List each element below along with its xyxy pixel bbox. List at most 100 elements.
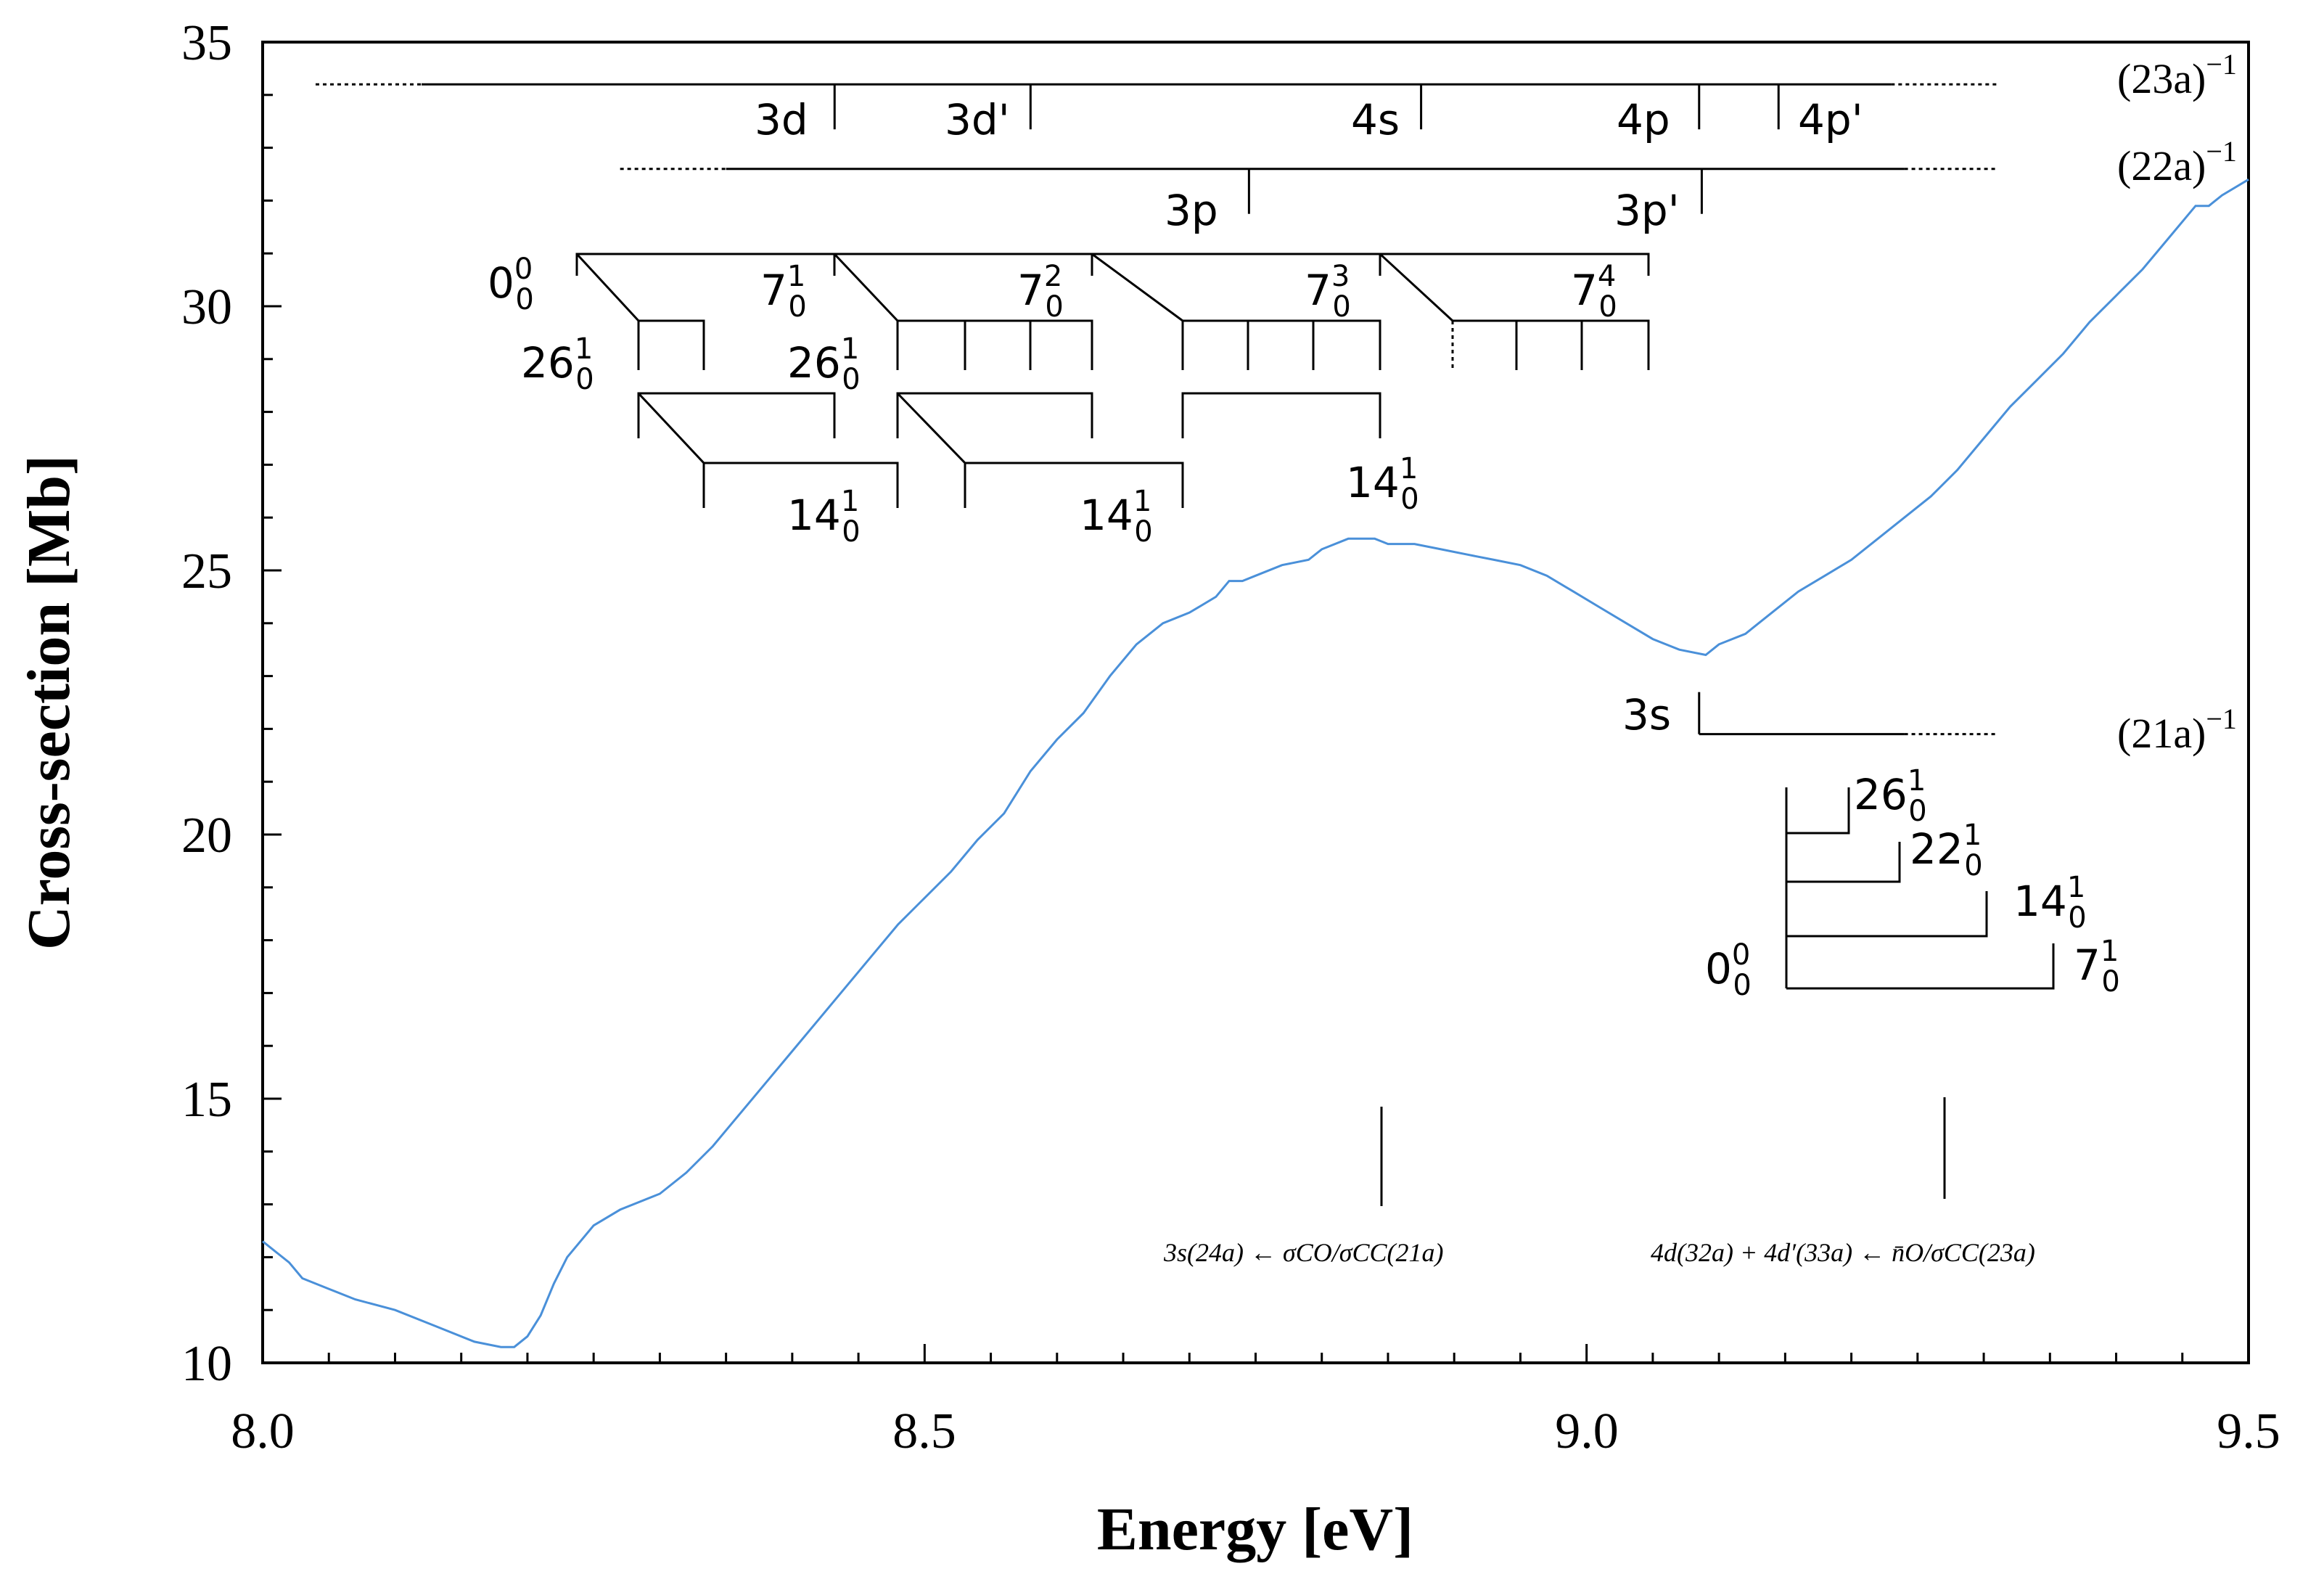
x-tick-label: 9.0	[1555, 1403, 1619, 1459]
vib-label-26-1-0: 261 0	[1854, 764, 1927, 828]
vib-sub: 0	[2101, 965, 2119, 999]
vib-base: 0	[488, 258, 514, 308]
y-tick-label: 35	[181, 15, 232, 71]
y-axis-title: Cross-section [Mb]	[15, 455, 83, 950]
vib-sup: 1	[2067, 871, 2085, 904]
vib-sup: 0	[1732, 938, 1750, 972]
vib-sub: 0	[842, 363, 860, 396]
vib-sub: 0	[1134, 515, 1152, 549]
vib-base: 14	[2013, 877, 2067, 926]
transition-label-4d: 4d(32a) + 4d′(33a) ← n̄O/σCC(23a)	[1651, 1238, 2035, 1267]
vib-sup: 1	[1133, 485, 1151, 518]
vib-label-7-2-0: 72 0	[1017, 260, 1064, 324]
limit-name-22a: (22a)	[2117, 142, 2206, 189]
rydberg-label-3p: 3p	[1165, 186, 1218, 235]
x-axis-title: Energy [eV]	[1097, 1496, 1413, 1563]
vib-base: 26	[521, 338, 575, 388]
y-tick-label: 25	[181, 544, 232, 599]
limit-label-22a: (22a)−1	[2117, 135, 2237, 189]
vib-sub: 0	[515, 283, 533, 316]
ladder-line	[575, 253, 1650, 276]
vib-label-26-1-0: 261 0	[521, 332, 594, 396]
vib-sub: 0	[1733, 969, 1751, 1002]
vib-label-7-3-0: 73 0	[1305, 260, 1351, 324]
tick-labels: 8.0 8.5 9.0 9.5 10 15 20 25 30 35	[181, 15, 2280, 1459]
rydberg-label-3s: 3s	[1622, 690, 1671, 739]
vib-label-14-1-0: 141 0	[2013, 871, 2087, 935]
limit-name-23a: (23a)	[2117, 55, 2206, 102]
vib-label-7-1-0: 71 0	[760, 260, 807, 324]
vib-sub: 0	[575, 363, 594, 396]
rydberg-label-3p-prime: 3p'	[1614, 186, 1680, 235]
vib-base: 0	[1705, 944, 1732, 993]
ladder-line	[1181, 392, 1381, 438]
vib-label-22-1-0: 221 0	[1910, 819, 1983, 882]
vib-label-7-1-0: 71 0	[2074, 935, 2120, 999]
vib-base: 7	[1017, 266, 1044, 315]
ladder-diagonal	[575, 253, 1454, 322]
ladder-line	[1181, 319, 1381, 370]
vib-sup: 4	[1598, 260, 1616, 293]
vib-base: 7	[2074, 940, 2101, 990]
vib-sup: 1	[575, 332, 593, 366]
vib-base: 7	[760, 266, 787, 315]
ionization-limits	[315, 83, 1997, 736]
vib-sub: 0	[1908, 795, 1926, 828]
limit-sup-22a: −1	[2206, 135, 2237, 168]
vib-label-14-1-0: 141 0	[1346, 452, 1419, 516]
vib-sub: 0	[788, 290, 806, 324]
ladder-line	[637, 392, 899, 508]
vib-sub: 0	[842, 515, 860, 549]
vib-sub: 0	[1332, 290, 1350, 324]
ladder-line	[896, 392, 1184, 508]
vib-sup: 1	[2101, 935, 2119, 968]
vibrational-ladder	[575, 253, 2055, 990]
vib-sup: 1	[787, 260, 805, 293]
y-tick-label: 30	[181, 279, 232, 335]
vib-sup: 0	[514, 253, 533, 286]
vib-sup: 1	[1963, 819, 1982, 852]
rydberg-label-3d: 3d	[755, 95, 808, 144]
rydberg-label-4s: 4s	[1351, 95, 1400, 144]
vib-base: 22	[1910, 824, 1963, 874]
vib-base: 26	[787, 338, 841, 388]
vib-sup: 3	[1331, 260, 1350, 293]
vib-label-0-0-0: 00 0	[488, 253, 534, 316]
vib-sup: 1	[841, 485, 859, 518]
y-tick-label: 15	[181, 1072, 232, 1128]
vib-base: 14	[1346, 458, 1400, 507]
vib-label-14-1-0: 141 0	[787, 485, 861, 549]
series-line-cross-section	[262, 179, 2249, 1348]
vib-label-0-0-0: 00 0	[1705, 938, 1752, 1002]
vib-sub: 0	[1964, 849, 1982, 882]
x-tick-label: 9.5	[2217, 1403, 2280, 1459]
plot-frame	[261, 41, 2250, 1364]
x-tick-label: 8.5	[892, 1403, 956, 1459]
vib-label-7-4-0: 74 0	[1571, 260, 1617, 324]
vib-sup: 1	[841, 332, 859, 366]
vib-base: 26	[1854, 770, 1908, 819]
rydberg-label-3d-prime: 3d'	[945, 95, 1010, 144]
ladder-line	[637, 319, 705, 370]
limit-sup-21a: −1	[2206, 702, 2237, 735]
x-tick-label: 8.0	[231, 1403, 295, 1459]
ladder-line	[1453, 319, 1650, 370]
axis-ticks	[261, 41, 2250, 1364]
vib-sub: 0	[1598, 290, 1617, 324]
vib-sup: 2	[1044, 260, 1062, 293]
vib-base: 14	[787, 491, 841, 540]
vib-sub: 0	[2068, 901, 2086, 935]
vib-base: 7	[1305, 266, 1331, 315]
limit-name-21a: (21a)	[2117, 710, 2206, 757]
limit-sup-23a: −1	[2206, 48, 2237, 81]
limit-label-21a: (21a)−1	[2117, 702, 2237, 757]
vib-sup: 1	[1908, 764, 1926, 798]
vib-sub: 0	[1045, 290, 1063, 324]
y-tick-label: 20	[181, 808, 232, 864]
rydberg-label-4p: 4p	[1617, 95, 1670, 144]
y-tick-label: 10	[181, 1336, 232, 1392]
ladder-line	[896, 319, 1093, 370]
vib-label-26-1-0: 261 0	[787, 332, 861, 396]
transition-label-3s: 3s(24a) ← σCO/σCC(21a)	[1163, 1238, 1444, 1267]
